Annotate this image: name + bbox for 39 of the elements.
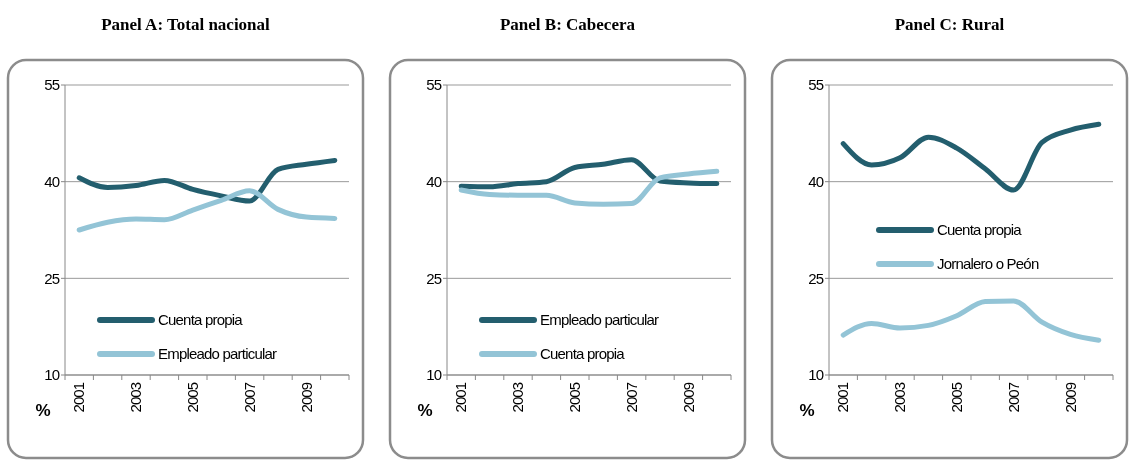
x-tick-label: 2007 bbox=[240, 382, 258, 413]
x-tick-label: 2007 bbox=[622, 382, 640, 413]
y-tick-label: 10 bbox=[808, 366, 824, 384]
chart-title: Panel B: Cabecera bbox=[499, 15, 636, 34]
y-tick-label: 25 bbox=[808, 269, 824, 287]
chart-title: Panel C: Rural bbox=[894, 15, 1005, 34]
x-tick-label: 2001 bbox=[70, 382, 88, 413]
x-tick-label: 2009 bbox=[1061, 382, 1079, 413]
legend-label: Cuenta propia bbox=[937, 221, 1023, 239]
y-tick-label: 25 bbox=[44, 269, 60, 287]
x-tick-label: 2005 bbox=[948, 382, 966, 413]
x-tick-label: 2003 bbox=[509, 382, 527, 413]
x-tick-label: 2005 bbox=[566, 382, 584, 413]
y-tick-label: 25 bbox=[426, 269, 442, 287]
y-axis-title: % bbox=[799, 401, 815, 420]
y-tick-label: 55 bbox=[44, 76, 60, 94]
x-tick-label: 2003 bbox=[127, 382, 145, 413]
chart-title: Panel A: Total nacional bbox=[101, 15, 271, 34]
legend-label: Empleado particular bbox=[540, 311, 660, 329]
x-tick-label: 2003 bbox=[891, 382, 909, 413]
legend-label: Jornalero o Peón bbox=[937, 255, 1039, 273]
x-tick-label: 2007 bbox=[1004, 382, 1022, 413]
y-tick-label: 40 bbox=[808, 172, 824, 190]
x-tick-label: 2009 bbox=[679, 382, 697, 413]
legend-label: Cuenta propia bbox=[158, 311, 244, 329]
x-tick-label: 2001 bbox=[452, 382, 470, 413]
y-tick-label: 40 bbox=[44, 172, 60, 190]
y-axis-title: % bbox=[35, 401, 51, 420]
y-axis-title: % bbox=[417, 401, 433, 420]
y-tick-label: 55 bbox=[426, 76, 442, 94]
y-tick-label: 10 bbox=[44, 366, 60, 384]
x-tick-label: 2005 bbox=[184, 382, 202, 413]
legend-label: Cuenta propia bbox=[540, 345, 626, 363]
x-tick-label: 2009 bbox=[297, 382, 315, 413]
legend-label: Empleado particular bbox=[158, 345, 278, 363]
y-tick-label: 40 bbox=[426, 172, 442, 190]
y-tick-label: 10 bbox=[426, 366, 442, 384]
y-tick-label: 55 bbox=[808, 76, 824, 94]
x-tick-label: 2001 bbox=[834, 382, 852, 413]
